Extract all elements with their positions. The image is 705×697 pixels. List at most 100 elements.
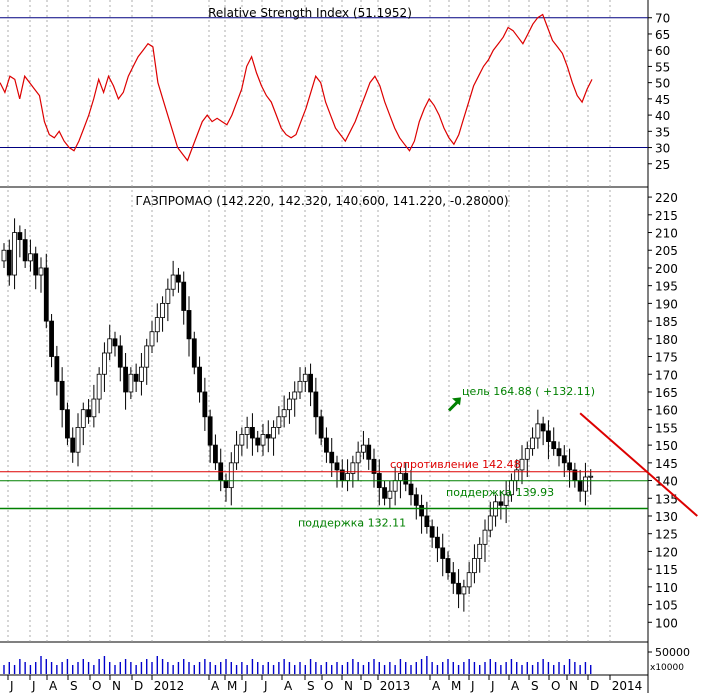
price-tick-label: 115 (655, 563, 678, 577)
x-tick-label: J (243, 679, 248, 693)
volume-panel (3, 651, 652, 674)
rsi-tick-label: 70 (655, 12, 670, 26)
candle-body (398, 473, 403, 481)
candle-body (255, 437, 261, 446)
candle-body (271, 427, 276, 439)
x-tick-label: J (490, 679, 495, 693)
candle-body (33, 253, 39, 276)
candle-body (551, 441, 557, 450)
price-tick-label: 165 (655, 386, 678, 400)
candle-body (408, 483, 414, 496)
candle-body (239, 434, 245, 446)
candle-body (292, 391, 298, 400)
price-tick-label: 220 (655, 191, 678, 205)
candle-body (429, 526, 435, 538)
x-tick-label: N (569, 679, 578, 693)
x-tick-label: D (134, 679, 143, 693)
candle-body (567, 462, 572, 471)
candle-body (223, 480, 229, 489)
candle-body (583, 476, 588, 492)
candle-body (149, 331, 155, 347)
price-title: ГАЗПРОМАО (142.220, 142.320, 140.600, 14… (135, 194, 508, 208)
candle-body (165, 288, 171, 304)
candle-body (59, 380, 65, 411)
rsi-tick-label: 50 (655, 77, 670, 91)
candle-body (133, 373, 139, 382)
candle-body (419, 504, 424, 517)
candle-body (482, 529, 488, 545)
candle-body (49, 320, 54, 357)
candle-body (313, 391, 319, 418)
price-tick-label: 190 (655, 297, 678, 311)
price-tick-label: 205 (655, 244, 678, 258)
rsi-tick-label: 45 (655, 93, 670, 107)
candle-body (234, 444, 239, 464)
candle-body (6, 249, 12, 276)
candle-body (546, 430, 551, 442)
price-tick-label: 175 (655, 351, 678, 365)
rsi-tick-label: 65 (655, 28, 670, 42)
candle-body (461, 586, 467, 595)
price-tick-label: 185 (655, 315, 678, 329)
candle-body (387, 490, 393, 499)
candle-body (540, 423, 546, 432)
x-tick-label: D (590, 679, 599, 693)
x-axis: J J A S O N D 2012 A M J J A S O N D 2013 A M J J A S O N D 2014 (7, 675, 643, 693)
candle-body (265, 434, 271, 439)
candle-body (12, 232, 17, 276)
candle-body (324, 437, 329, 453)
candle-body (503, 494, 509, 506)
candle-body (213, 444, 218, 464)
candle-body (65, 409, 70, 439)
candle-body (308, 373, 313, 393)
rsi-tick-label: 25 (655, 158, 670, 172)
candle-body (487, 515, 493, 531)
level-label: сопротивление 142.48 (390, 458, 521, 471)
candle-body (435, 536, 440, 549)
price-tick-label: 145 (655, 457, 678, 471)
candle-body (524, 448, 530, 460)
rsi-tick-label: 55 (655, 60, 670, 74)
candle-body (287, 398, 292, 411)
candle-body (456, 582, 461, 595)
price-tick-label: 155 (655, 421, 678, 435)
trend-line (579, 412, 698, 517)
price-tick-label: 150 (655, 439, 678, 453)
x-tick-label: 2014 (612, 679, 643, 693)
candle-body (176, 274, 181, 283)
candle-body (38, 267, 44, 276)
candle-body (355, 451, 361, 464)
candle-body (144, 345, 150, 368)
target-arrowhead-icon (452, 397, 461, 406)
candle-body (334, 462, 340, 471)
candle-body (556, 448, 562, 457)
candle-body (250, 427, 255, 439)
candle-body (43, 267, 49, 322)
candle-body (472, 558, 477, 574)
candle-body (154, 317, 160, 333)
volume-unit-label: x10000 (650, 663, 684, 673)
x-tick-label: O (551, 679, 560, 693)
candle-body (519, 458, 525, 471)
candle-body (228, 462, 234, 489)
x-tick-label: N (112, 679, 121, 693)
x-tick-label: O (324, 679, 333, 693)
price-tick-label: 110 (655, 581, 678, 595)
candle-body (297, 380, 303, 393)
price-tick-label: 200 (655, 262, 678, 276)
price-tick-label: 210 (655, 227, 678, 241)
rsi-tick-label: 40 (655, 109, 670, 123)
candle-body (329, 451, 335, 464)
candle-body (345, 473, 350, 481)
candle-body (197, 366, 202, 393)
candle-body (403, 473, 409, 485)
candle-body (424, 515, 430, 528)
x-tick-label: A (284, 679, 293, 693)
price-tick-label: 105 (655, 599, 678, 613)
candle-body (202, 391, 208, 418)
candle-body (123, 366, 128, 393)
x-tick-label: N (344, 679, 353, 693)
rsi-title: Relative Strength Index (51.1952) (208, 6, 412, 20)
candle-body (139, 366, 144, 382)
candle-body (361, 444, 366, 453)
